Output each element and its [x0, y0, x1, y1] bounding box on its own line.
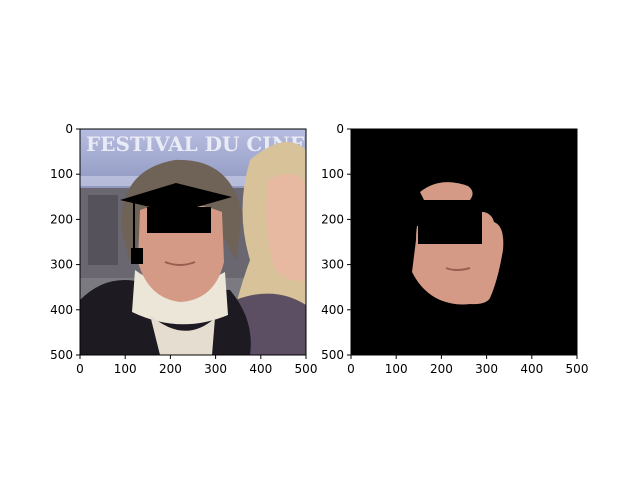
- right-x-tick-label: 0: [347, 362, 355, 376]
- left-x-tick-label: 100: [114, 362, 137, 376]
- right-y-tick-label: 400: [321, 303, 344, 317]
- left-y-tick-label: 100: [50, 167, 73, 181]
- right-y-tick-label: 500: [321, 348, 344, 362]
- right-x-tick-label: 500: [566, 362, 589, 376]
- left-y-tick-label: 300: [50, 258, 73, 272]
- left-y-tick-label: 200: [50, 212, 73, 226]
- left-x-tick-label: 0: [76, 362, 84, 376]
- left-y-tick-label: 400: [50, 303, 73, 317]
- left-x-tick-label: 300: [204, 362, 227, 376]
- left-x-tick-label: 200: [159, 362, 182, 376]
- right-x-tick-label: 400: [520, 362, 543, 376]
- right-y-tick-label: 0: [336, 122, 344, 136]
- right-y-tick-label: 300: [321, 258, 344, 272]
- left-y-tick-label: 0: [65, 122, 73, 136]
- left-image-panel: FESTIVAL DU CINEMA 0 100 200 300 400: [50, 122, 317, 376]
- cap-mask: [120, 183, 232, 213]
- right-y-tick-label: 100: [321, 167, 344, 181]
- eye-bar-mask: [147, 207, 211, 233]
- left-y-tick-label: 500: [50, 348, 73, 362]
- left-axes-frame: [79, 128, 307, 356]
- right-eye-bar-mask: [418, 206, 482, 244]
- tassel-mask: [131, 248, 143, 264]
- right-y-tick-label: 200: [321, 212, 344, 226]
- right-x-tick-label: 300: [475, 362, 498, 376]
- right-x-tick-label: 200: [430, 362, 453, 376]
- right-x-tick-label: 100: [385, 362, 408, 376]
- left-photo: FESTIVAL DU CINEMA: [80, 129, 306, 355]
- right-face-segment: [412, 182, 504, 305]
- right-axes-frame: [350, 128, 578, 356]
- left-x-tick-label: 500: [295, 362, 318, 376]
- left-x-tick-label: 400: [249, 362, 272, 376]
